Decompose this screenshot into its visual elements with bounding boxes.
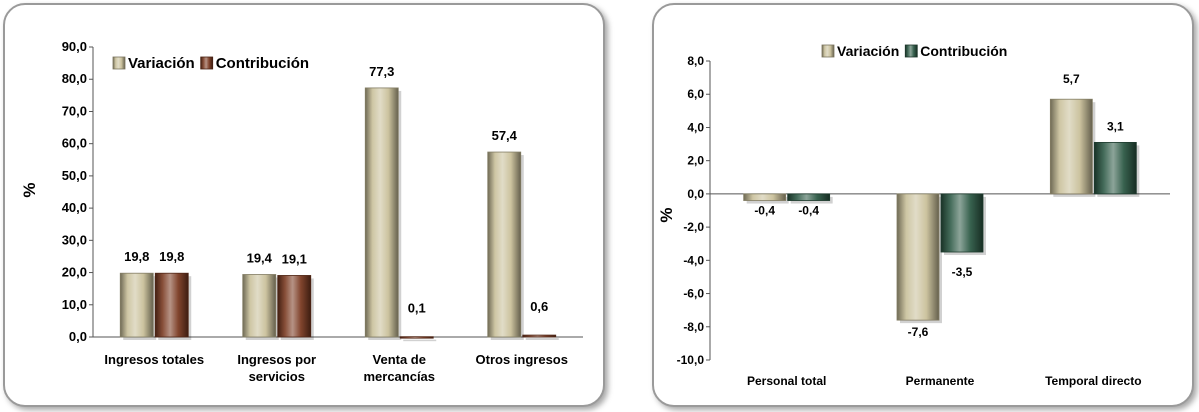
bar [522,334,557,338]
bar-shadow [403,339,437,342]
y-tick-label: 20,0 [62,265,87,280]
data-label: -3,5 [952,265,973,279]
chart-ingresos: 0,0 10,0 20,0 30,0 40,0 50,0 60,0 70,0 80,0 90,0%… [20,39,583,384]
y-tick-label: 0,0 [687,187,704,201]
data-label: 0,6 [530,299,548,314]
y-tick-label: 90,0 [62,39,87,54]
x-tick-label: Ingresos por [237,352,316,367]
data-label: 19,1 [282,251,307,266]
bar [1093,141,1137,195]
bar [743,193,787,201]
legend-swatch [821,44,835,58]
legend-label: Contribución [216,55,309,72]
y-tick-label: 70,0 [62,103,87,118]
legend-swatch [200,56,214,70]
bar [119,272,154,338]
x-tick-label: mercancías [363,369,435,384]
bar [364,87,399,338]
data-label: -0,4 [798,204,819,218]
x-tick-label: Otros ingresos [476,352,568,367]
y-tick-label: -8,0 [683,320,704,334]
y-axis-title: % [657,207,676,222]
legend-label: Contribución [920,43,1007,59]
bar [940,193,984,253]
y-tick-label: -2,0 [683,220,704,234]
chart-panel-personal: -10,0 -8,0 -6,0 -4,0 -2,0 0,0 2,0 4,0 6,0 8,0% -0,… [652,3,1194,407]
bar [277,275,312,338]
legend-swatch [904,44,918,58]
data-label: 19,4 [247,250,273,265]
chart-personal: -10,0 -8,0 -6,0 -4,0 -2,0 0,0 2,0 4,0 6,0 8,0% -0,… [657,43,1170,388]
x-tick-label: Venta de [373,352,426,367]
bar [154,272,189,338]
y-axis-title: % [20,182,39,197]
x-tick-label: Permanente [906,374,975,388]
y-tick-label: 6,0 [687,87,704,101]
data-label: -0,4 [754,204,775,218]
bar [1049,98,1093,195]
legend-label: Variación [128,55,195,72]
chart-panel-ingresos: 0,0 10,0 20,0 30,0 40,0 50,0 60,0 70,0 80,0 90,0%… [3,3,605,407]
legend-label: Variación [837,43,899,59]
data-label: 3,1 [1107,119,1124,133]
y-tick-label: 30,0 [62,232,87,247]
data-label: 19,8 [159,249,184,264]
y-tick-label: -6,0 [683,287,704,301]
data-label: 77,3 [369,64,394,79]
bar [242,274,277,338]
x-tick-label: Temporal directo [1045,374,1141,388]
bar [487,151,522,338]
data-label: 19,8 [124,249,149,264]
y-tick-label: 0,0 [69,329,87,344]
y-tick-label: -10,0 [677,353,705,367]
y-tick-label: 2,0 [687,154,704,168]
y-tick-label: 4,0 [687,120,704,134]
x-tick-label: Personal total [747,374,826,388]
data-label: 57,4 [492,128,518,143]
data-label: 0,1 [408,301,426,316]
y-tick-label: 40,0 [62,200,87,215]
x-tick-label: servicios [249,369,305,384]
bar [787,193,831,201]
y-tick-label: 10,0 [62,297,87,312]
data-label: 5,7 [1063,72,1080,86]
bar [896,193,940,321]
x-tick-label: Ingresos totales [104,352,204,367]
y-tick-label: 80,0 [62,71,87,86]
y-tick-label: 8,0 [687,54,704,68]
y-tick-label: 60,0 [62,136,87,151]
bar-shadow [525,338,559,340]
legend-swatch [112,56,126,70]
data-label: -7,6 [908,325,929,339]
y-tick-label: -4,0 [683,253,704,267]
bar [399,336,434,339]
y-tick-label: 50,0 [62,168,87,183]
